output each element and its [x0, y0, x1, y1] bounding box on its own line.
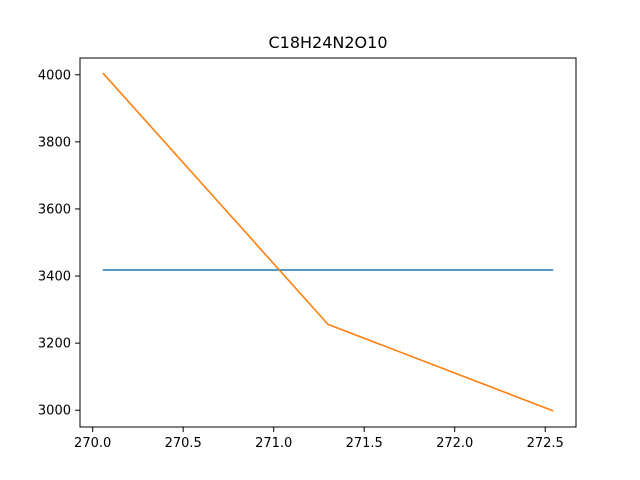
x-tick-label: 270.0 [74, 436, 111, 451]
series-line-2 [102, 72, 554, 412]
y-tick-label: 4000 [38, 68, 71, 83]
x-tick-label: 272.5 [527, 436, 564, 451]
plot-frame [79, 57, 577, 428]
y-tick-label: 3000 [38, 404, 71, 419]
x-tick-label: 271.0 [255, 436, 292, 451]
x-tick-label: 271.5 [346, 436, 383, 451]
x-tick-label: 272.0 [436, 436, 473, 451]
x-tick-label: 270.5 [165, 436, 202, 451]
y-tick-label: 3400 [38, 270, 71, 285]
chart-title: C18H24N2O10 [268, 33, 387, 52]
series-layer [102, 72, 554, 412]
x-axis: 270.0 270.5 271.0 271.5 272.0 272.5 [74, 427, 564, 451]
y-tick-label: 3200 [38, 337, 71, 352]
y-axis: 3000 3200 3400 3600 3800 4000 [38, 68, 80, 419]
y-tick-label: 3800 [38, 135, 71, 150]
y-tick-label: 3600 [38, 202, 71, 217]
